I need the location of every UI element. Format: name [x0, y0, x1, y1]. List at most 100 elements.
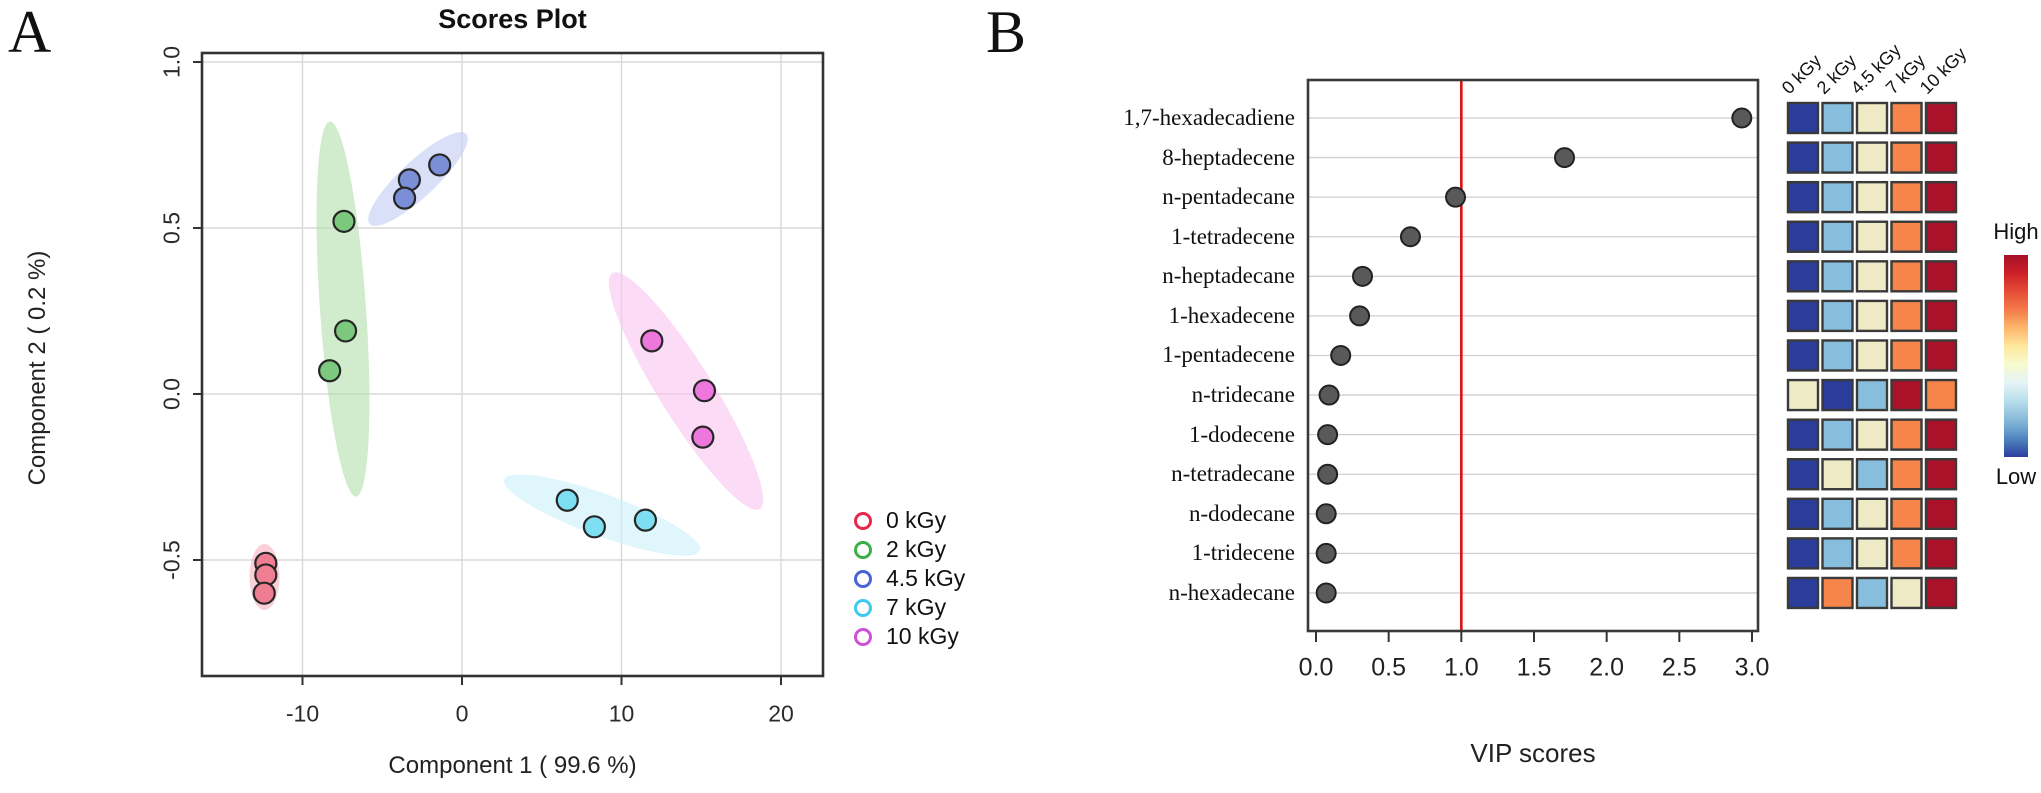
heat-cell: [1924, 418, 1958, 451]
heat-cell: [1924, 378, 1958, 412]
legend-item-0kgy: 0 kGy: [854, 506, 965, 535]
legend-item-2kgy: 2 kGy: [854, 535, 965, 564]
vip-dot: [1315, 542, 1337, 564]
heat-cell: [1890, 101, 1923, 135]
heat-cell: [1786, 101, 1820, 135]
vip-compound-label: n-tetradecane: [1171, 461, 1295, 487]
heat-cell: [1890, 378, 1923, 412]
heat-cell: [1855, 537, 1889, 570]
vip-compound-label: 1-tetradecene: [1171, 223, 1295, 249]
vip-dot: [1317, 463, 1339, 485]
vip-dot: [1318, 384, 1340, 406]
vip-compound-label: 1,7-hexadecadiene: [1123, 105, 1295, 130]
vip-compound-label: n-tridecane: [1191, 382, 1295, 408]
heat-cell: [1786, 180, 1820, 214]
vip-dot: [1445, 186, 1467, 208]
scores-plot-legend: 0 kGy 2 kGy 4.5 kGy 7 kGy 10 kGy: [854, 506, 965, 651]
heat-cell: [1855, 180, 1889, 214]
heat-cell: [1786, 458, 1820, 491]
heat-cell: [1786, 299, 1820, 333]
heat-cell: [1890, 299, 1923, 333]
vip-compound-label: n-dodecane: [1189, 500, 1295, 526]
heat-cell: [1786, 537, 1820, 570]
heat-cell: [1821, 418, 1854, 451]
vip-x-tick-label: 2.5: [1661, 653, 1697, 682]
scores-x-tick-label: 20: [768, 700, 794, 727]
heat-cell: [1821, 537, 1854, 570]
heat-cell: [1855, 101, 1889, 135]
scores-plot-x-axis-label: Component 1 ( 99.6 %): [388, 752, 637, 779]
vip-compound-label: 1-dodecene: [1189, 421, 1295, 447]
vip-x-tick-label: 1.0: [1443, 653, 1479, 682]
heat-cell: [1890, 418, 1923, 451]
heat-cell: [1855, 260, 1889, 293]
heat-cell: [1855, 418, 1889, 451]
vip-compound-label: 1-pentadecene: [1162, 342, 1295, 368]
scores-y-tick-label: 1.0: [158, 46, 185, 78]
legend-ring-10kgy-icon: [854, 627, 872, 646]
heat-cell: [1924, 180, 1958, 214]
legend-label-7kgy: 7 kGy: [886, 594, 947, 620]
legend-label-0kgy: 0 kGy: [886, 507, 947, 533]
heat-cell: [1890, 220, 1923, 253]
heat-cell: [1890, 141, 1923, 174]
score-point: [318, 359, 342, 383]
heat-cell: [1821, 220, 1854, 253]
legend-label-2kgy: 2 kGy: [886, 536, 947, 562]
heat-cell: [1821, 260, 1854, 293]
heat-cell: [1855, 141, 1889, 174]
confidence-ellipse: [316, 121, 370, 497]
heat-cell: [1855, 299, 1889, 333]
panel-a-label: A: [8, 0, 52, 65]
heat-cell: [1821, 339, 1854, 372]
colorbar-gradient: [2004, 255, 2028, 457]
heat-cell: [1855, 339, 1889, 372]
panel-b-label: B: [986, 0, 1027, 65]
vip-dot: [1554, 147, 1576, 169]
heat-cell: [1786, 576, 1820, 610]
heat-cell: [1924, 220, 1958, 253]
vip-compound-label: 1-tridecene: [1191, 540, 1295, 566]
heat-cell: [1786, 497, 1820, 530]
vip-compound-label: n-hexadecane: [1168, 579, 1295, 605]
vip-dot: [1330, 344, 1352, 366]
scores-y-tick-label: -0.5: [158, 540, 185, 580]
heat-cell: [1924, 101, 1958, 135]
heat-cell: [1924, 339, 1958, 372]
vip-compound-label: 1-hexadecene: [1168, 302, 1295, 328]
vip-dot: [1352, 265, 1374, 287]
vip-dot: [1399, 226, 1421, 248]
heat-cell: [1786, 378, 1820, 412]
heat-cell: [1890, 458, 1923, 491]
score-point: [428, 153, 452, 177]
heat-cell: [1855, 497, 1889, 530]
legend-item-7kgy: 7 kGy: [854, 593, 965, 622]
heat-cell: [1786, 418, 1820, 451]
heat-cell: [1786, 260, 1820, 293]
score-point: [252, 581, 276, 605]
vip-dot: [1315, 582, 1337, 604]
heat-cell: [1890, 497, 1923, 530]
scores-x-tick-label: 0: [455, 700, 469, 727]
heat-cell: [1855, 458, 1889, 491]
scores-plot-border: [200, 51, 825, 678]
legend-label-4.5kgy: 4.5 kGy: [886, 565, 966, 591]
scores-y-tick-label: 0.5: [158, 212, 185, 244]
vip-x-tick-label: 0.0: [1298, 653, 1334, 682]
confidence-ellipse: [504, 474, 700, 556]
scores-x-tick-label: 10: [608, 700, 635, 727]
vip-dot: [1315, 503, 1337, 525]
heat-cell: [1855, 220, 1889, 253]
heat-cell: [1786, 220, 1820, 253]
scores-plot-title: Scores Plot: [438, 4, 587, 34]
score-point: [332, 209, 356, 233]
heat-cell: [1924, 458, 1958, 491]
vip-x-tick-label: 0.5: [1371, 653, 1407, 682]
legend-item-4.5kgy: 4.5 kGy: [854, 564, 965, 593]
vip-dot: [1349, 305, 1371, 327]
legend-label-10kgy: 10 kGy: [886, 623, 959, 649]
legend-item-10kgy: 10 kGy: [854, 622, 965, 651]
score-point: [555, 488, 579, 512]
vip-dot: [1731, 107, 1753, 129]
